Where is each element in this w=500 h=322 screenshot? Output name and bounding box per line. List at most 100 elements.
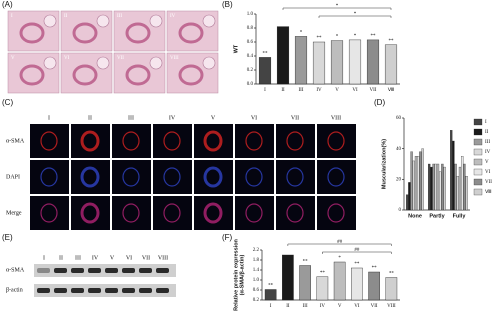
lane-label: V: [110, 255, 115, 261]
band: [88, 268, 101, 273]
legend-label: III: [485, 140, 490, 145]
stain: [40, 167, 58, 187]
bar: [463, 163, 466, 211]
bar: [414, 156, 418, 211]
stain: [245, 203, 263, 223]
bar: [456, 176, 459, 211]
bar: [419, 151, 422, 211]
image-label: I: [11, 14, 13, 19]
panel-label: (E): [2, 233, 13, 242]
bar: [366, 39, 380, 85]
stain: [80, 202, 100, 224]
bar: [439, 171, 442, 211]
stain: [80, 166, 100, 188]
stain: [327, 167, 345, 187]
significance: **: [268, 284, 274, 289]
fluorescence-image: [112, 160, 151, 194]
legend-label: I: [485, 120, 487, 125]
x-tick-label: V: [335, 88, 339, 93]
fluorescence-image: [194, 160, 233, 194]
column-label: II: [88, 115, 92, 121]
band: [105, 268, 118, 273]
vessel: [178, 64, 204, 86]
legend-label: IV: [485, 150, 491, 155]
y-axis-label: (α-SMA/β-actin): [239, 255, 245, 296]
y-tick-label: 0.2: [247, 68, 254, 73]
legend-label: VI: [485, 170, 491, 175]
panel-label: (C): [2, 98, 13, 107]
x-tick-label: III: [299, 88, 304, 93]
bar: [458, 166, 462, 211]
y-tick-label: 0.2: [253, 298, 260, 303]
bar: [330, 40, 344, 85]
y-tick-label: 40: [396, 147, 402, 152]
bar: [348, 39, 362, 85]
row-label: α-SMA: [6, 267, 25, 273]
tissue: [43, 56, 57, 70]
band: [139, 288, 152, 293]
image-label: VIII: [170, 56, 179, 61]
stain: [203, 130, 223, 152]
column-label: I: [48, 115, 50, 121]
comparison-bracket: [322, 251, 392, 254]
row-label: α-SMA: [6, 138, 25, 144]
bar: [454, 163, 457, 211]
row-label: β-actin: [6, 287, 23, 293]
significance: *: [338, 256, 341, 261]
bar: [385, 277, 398, 301]
band: [71, 268, 84, 273]
tissue: [43, 14, 57, 28]
y-axis-label: WT: [233, 44, 239, 53]
lane-label: VII: [142, 255, 150, 261]
x-tick-label: IV: [320, 304, 326, 309]
x-tick-label: Partly: [429, 213, 445, 219]
lane-label: VIII: [158, 255, 168, 261]
fluorescence-image: [276, 160, 315, 194]
vessel: [125, 64, 151, 86]
y-axis-label: Muscularization(%): [381, 139, 387, 189]
bar: [282, 254, 294, 301]
image-label: IV: [170, 14, 176, 19]
bar: [432, 163, 435, 211]
comparison-label: ##: [337, 240, 343, 245]
x-tick-label: VI: [352, 88, 358, 93]
significance: *: [354, 34, 357, 39]
band: [139, 268, 152, 273]
comparison-label: *: [336, 4, 339, 9]
bar: [441, 163, 444, 211]
comparison-label: ##: [354, 248, 360, 253]
vessel: [125, 22, 151, 44]
y-tick-label: 0: [399, 208, 402, 213]
comparison-bracket: [318, 15, 392, 18]
y-tick-label: 0.8: [247, 26, 254, 31]
y-tick-label: 0.0: [247, 82, 254, 87]
fluorescence-image: [30, 124, 69, 158]
lane-label: VI: [126, 255, 132, 261]
tissue: [149, 14, 163, 28]
stain: [80, 130, 100, 152]
panel-label: (F): [222, 233, 233, 242]
significance: **: [389, 272, 395, 277]
column-label: V: [211, 115, 216, 121]
vessel: [178, 22, 204, 44]
bar: [450, 130, 453, 211]
y-tick-label: 1.0: [247, 12, 254, 17]
x-tick-label: Ⅷ: [388, 87, 395, 93]
fluorescence-image: [30, 160, 69, 194]
significance: *: [336, 35, 339, 40]
stain: [203, 166, 223, 188]
x-tick-label: II: [281, 88, 285, 93]
bar: [384, 44, 398, 85]
stain: [163, 131, 181, 151]
bar: [406, 194, 409, 211]
legend-label: Ⅷ: [485, 189, 492, 195]
vessel: [19, 64, 45, 86]
column-label: VI: [251, 115, 257, 121]
stain: [286, 203, 304, 223]
significance: **: [320, 271, 326, 276]
panel-label: (D): [374, 98, 385, 107]
bar: [312, 41, 326, 85]
legend-label: V: [485, 160, 489, 165]
bar: [351, 267, 363, 301]
x-tick-label: V: [338, 304, 342, 309]
